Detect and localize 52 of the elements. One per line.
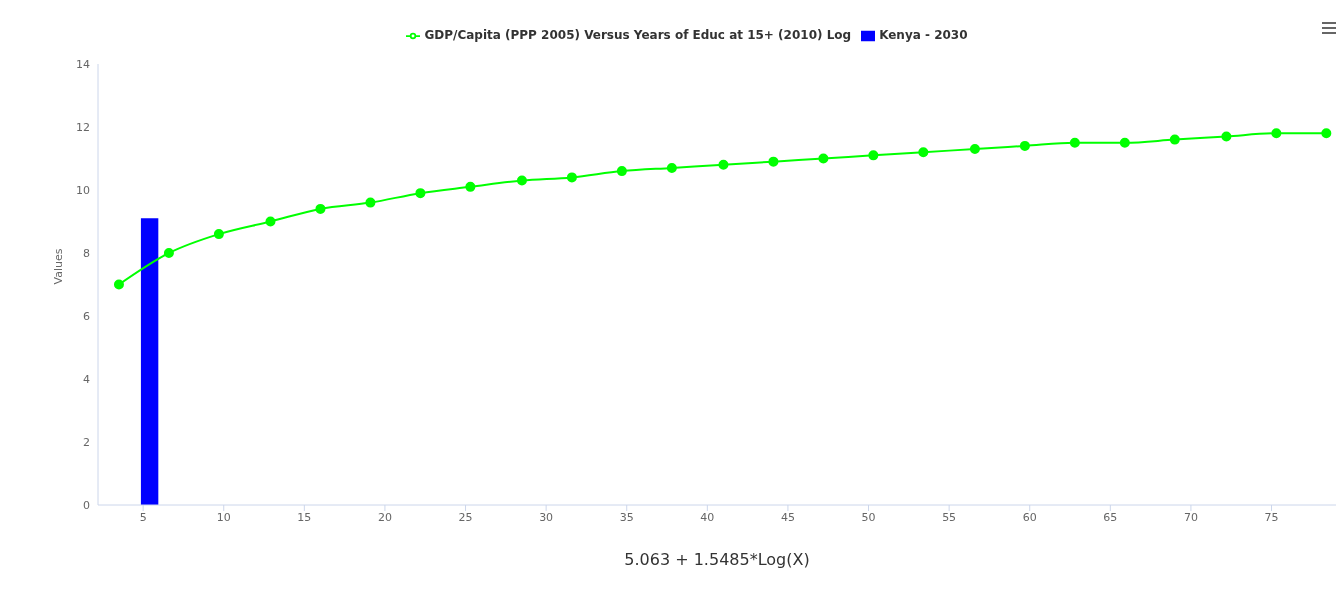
x-tick-label: 40 [700,510,715,524]
x-tick-label: 75 [1264,510,1279,524]
x-tick-label: 5 [139,510,147,524]
y-tick-label: 10 [76,183,90,197]
point [365,197,376,208]
point [1119,137,1130,148]
x-tick-label: 35 [619,510,634,524]
point [666,162,677,173]
y-tick-label: 2 [83,435,90,449]
x-axis-title: 5.063 + 1.5485*Log(X) [624,550,810,569]
point [1271,128,1282,139]
point [315,203,326,214]
point [768,156,779,167]
point [265,216,276,227]
y-tick-label: 4 [83,372,90,386]
point [566,172,577,183]
point [818,153,829,164]
point [213,229,224,240]
point [1019,140,1030,151]
x-tick-label: 60 [1022,510,1037,524]
point [415,188,426,199]
x-tick-label: 55 [942,510,957,524]
x-tick-label: 15 [297,510,312,524]
point [163,248,174,258]
point [113,279,124,290]
y-tick-label: 0 [83,498,90,512]
point [1069,137,1080,148]
x-tick-label: 30 [539,510,554,524]
point [718,159,729,170]
point [1321,128,1332,139]
y-tick-label: 6 [83,309,90,323]
legend-label: GDP/Capita (PPP 2005) Versus Years of Educ at 15+ (2010) Log [424,28,852,42]
point [918,147,929,158]
point [868,150,879,161]
x-tick-label: 70 [1183,510,1198,524]
x-tick-label: 10 [216,510,231,524]
x-tick-label: 50 [861,510,876,524]
point [969,144,980,155]
x-tick-label: 45 [780,510,795,524]
y-tick-label: 8 [83,246,90,260]
x-tick-label: 65 [1103,510,1118,524]
point [1221,131,1232,142]
point [516,175,527,186]
y-tick-label: 14 [76,57,90,71]
point [1169,134,1180,145]
x-tick-label: 20 [377,510,392,524]
y-axis-title: Values [51,248,65,285]
legend-label: Kenya - 2030 [879,28,968,42]
point [616,166,627,177]
point [465,181,476,192]
y-tick-label: 12 [76,120,90,134]
x-tick-label: 25 [458,510,473,524]
